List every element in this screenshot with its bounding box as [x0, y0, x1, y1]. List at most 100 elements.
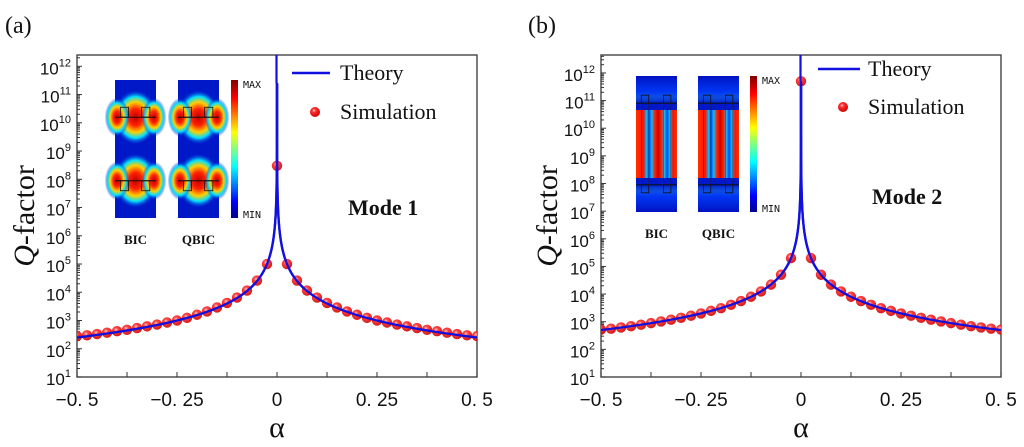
structure-outline	[703, 102, 711, 185]
y-tick-exponent: 10	[59, 114, 71, 126]
theory-curve-right-overlay	[799, 81, 1001, 332]
x-tick-label: 0. 5	[461, 390, 493, 411]
colorbar-max-label: MAX	[243, 80, 261, 91]
qbic-label: QBIC	[702, 226, 735, 241]
plot-area	[601, 55, 1001, 335]
y-tick-label: 1010	[40, 114, 71, 135]
bic-label: BIC	[645, 226, 668, 241]
y-tick-base: 10	[46, 201, 65, 220]
y-tick-label: 108	[46, 170, 71, 191]
x-axis: −0. 5 −0. 25 0 0. 25 0. 5	[56, 372, 493, 411]
y-tick-exponent: 1	[65, 368, 71, 380]
panel-label: (b)	[528, 13, 556, 39]
qbic-field-map	[167, 80, 230, 218]
y-tick-label: 107	[46, 199, 71, 220]
panel-label: (a)	[5, 13, 32, 39]
y-tick-exponent: 6	[65, 227, 71, 239]
legend-theory-label: Theory	[868, 56, 932, 81]
y-tick-label: 108	[570, 175, 595, 196]
x-axis-title: α	[269, 411, 285, 444]
y-tick-exponent: 4	[65, 283, 71, 295]
structure-outline	[204, 106, 214, 118]
legend: Theory Simulation	[292, 60, 437, 124]
y-tick-label: 1011	[41, 86, 71, 107]
inset-field-maps: BIC QBIC MAX MIN	[104, 80, 261, 247]
structure-outline	[141, 106, 151, 118]
y-tick-label: 1011	[565, 92, 595, 113]
y-axis-title-text: Q-factor	[8, 165, 41, 267]
y-tick-label: 109	[46, 142, 71, 163]
y-tick-label: 1012	[564, 64, 595, 85]
legend-simulation-swatch	[310, 107, 320, 117]
legend-simulation-swatch	[838, 102, 848, 112]
y-tick-base: 10	[570, 315, 589, 334]
y-tick-base: 10	[41, 88, 60, 107]
structure-outline	[182, 180, 192, 192]
y-tick-label: 105	[46, 255, 71, 276]
x-tick-label: 0	[796, 390, 807, 411]
y-tick-exponent: 12	[583, 64, 595, 76]
y-tick-exponent: 6	[589, 230, 595, 242]
x-tick-label: 0. 25	[356, 390, 398, 411]
y-tick-exponent: 2	[65, 340, 71, 352]
colorbar	[231, 80, 238, 218]
y-tick-label: 107	[570, 202, 595, 223]
colorbar-max-label: MAX	[762, 76, 780, 87]
y-tick-base: 10	[46, 342, 65, 361]
y-tick-exponent: 10	[583, 119, 595, 131]
y-tick-base: 10	[40, 116, 59, 135]
y-tick-exponent: 4	[589, 285, 595, 297]
y-tick-base: 10	[46, 229, 65, 248]
y-tick-exponent: 11	[60, 86, 71, 98]
y-tick-base: 10	[570, 204, 589, 223]
y-tick-label: 106	[46, 227, 71, 248]
y-tick-label: 103	[570, 313, 595, 334]
legend-theory-label: Theory	[340, 60, 404, 85]
y-tick-base: 10	[564, 121, 583, 140]
y-tick-base: 10	[570, 149, 589, 168]
y-axis-title-rest: -factor	[8, 165, 41, 245]
y-tick-label: 101	[570, 368, 595, 389]
legend-simulation-label: Simulation	[868, 94, 965, 119]
legend-simulation-label: Simulation	[340, 99, 437, 124]
y-tick-base: 10	[46, 172, 65, 191]
y-tick-exponent: 9	[65, 142, 71, 154]
y-tick-base: 10	[565, 94, 584, 113]
y-tick-label: 103	[46, 312, 71, 333]
structure-outline	[204, 180, 214, 192]
y-tick-label: 102	[46, 340, 71, 361]
y-tick-label: 109	[570, 147, 595, 168]
y-tick-base: 10	[570, 287, 589, 306]
y-tick-base: 10	[46, 257, 65, 276]
structure-outline	[141, 180, 151, 192]
y-tick-base: 10	[570, 342, 589, 361]
y-tick-exponent: 8	[65, 170, 71, 182]
y-tick-label: 104	[570, 285, 595, 306]
y-tick-exponent: 7	[65, 199, 71, 211]
y-tick-exponent: 2	[589, 340, 595, 352]
structure-outline	[641, 102, 649, 185]
y-axis-title-q: Q	[531, 245, 564, 267]
colorbar-min-label: MIN	[762, 204, 780, 215]
x-tick-label: 0	[272, 390, 283, 411]
y-axis-title-text: Q-factor	[531, 165, 564, 267]
y-tick-exponent: 12	[59, 57, 71, 69]
x-axis: −0. 5 −0. 25 0 0. 25 0. 5	[580, 372, 1017, 411]
y-tick-base: 10	[570, 177, 589, 196]
y-tick-label: 106	[570, 230, 595, 251]
y-tick-exponent: 1	[589, 368, 595, 380]
y-tick-label: 104	[46, 283, 71, 304]
structure-outline	[182, 106, 192, 118]
x-axis-title: α	[793, 411, 809, 444]
y-tick-base: 10	[46, 370, 65, 389]
y-axis-title-q: Q	[8, 245, 41, 267]
y-axis-title-rest: -factor	[531, 165, 564, 245]
structure-outline	[663, 102, 672, 185]
y-tick-exponent: 5	[65, 255, 71, 267]
colorbar-min-label: MIN	[243, 210, 261, 221]
y-tick-base: 10	[46, 144, 65, 163]
y-tick-exponent: 3	[65, 312, 71, 324]
y-tick-exponent: 5	[589, 257, 595, 269]
